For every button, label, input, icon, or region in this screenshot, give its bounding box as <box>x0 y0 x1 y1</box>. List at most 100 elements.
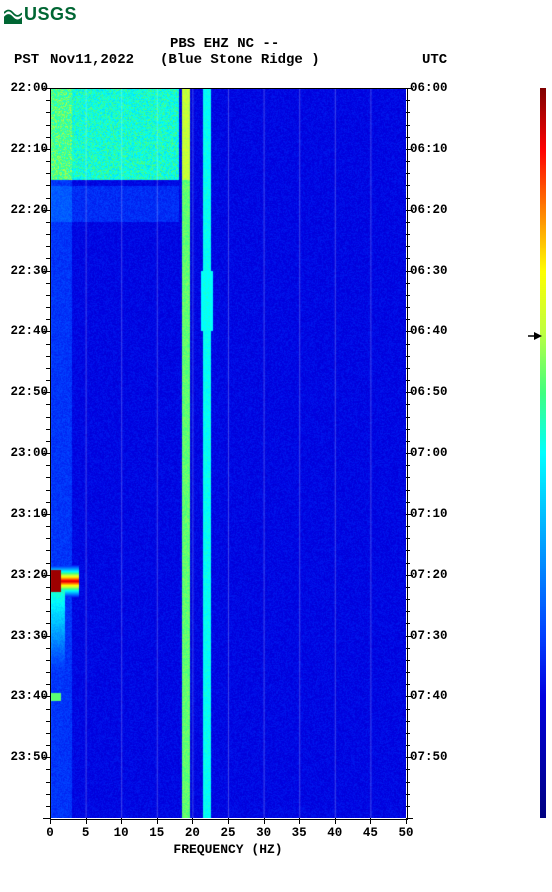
y-tick-mark <box>46 623 50 624</box>
y-tick-left: 22:50 <box>6 385 48 399</box>
y-tick-mark <box>406 514 413 515</box>
y-tick-mark <box>46 465 50 466</box>
y-tick-mark <box>406 672 410 673</box>
y-tick-right: 06:00 <box>410 81 454 95</box>
y-tick-mark <box>406 502 410 503</box>
y-tick-left: 23:00 <box>6 446 48 460</box>
y-tick-right: 06:50 <box>410 385 454 399</box>
y-tick-mark <box>46 295 50 296</box>
x-tick-mark <box>86 818 87 824</box>
y-tick-mark <box>43 514 50 515</box>
y-tick-mark <box>46 234 50 235</box>
y-tick-mark <box>43 210 50 211</box>
pst-label: PST <box>14 52 39 68</box>
x-tick-label: 5 <box>82 826 90 840</box>
y-tick-mark <box>406 185 410 186</box>
y-tick-mark <box>46 185 50 186</box>
wave-icon <box>4 6 22 24</box>
y-tick-mark <box>46 538 50 539</box>
y-tick-mark <box>46 404 50 405</box>
y-tick-mark <box>46 441 50 442</box>
y-tick-mark <box>406 210 413 211</box>
y-tick-mark <box>406 441 410 442</box>
y-tick-mark <box>46 222 50 223</box>
x-tick-label: 25 <box>220 826 235 840</box>
y-tick-mark <box>406 611 410 612</box>
y-tick-mark <box>46 380 50 381</box>
x-tick-label: 50 <box>398 826 413 840</box>
y-tick-mark <box>43 818 50 819</box>
x-tick-mark <box>228 818 229 824</box>
y-tick-mark <box>406 161 410 162</box>
y-tick-mark <box>406 344 410 345</box>
x-tick-label: 45 <box>363 826 378 840</box>
y-tick-mark <box>406 453 413 454</box>
y-tick-mark <box>406 380 410 381</box>
y-tick-mark <box>406 392 413 393</box>
y-tick-right: 06:10 <box>410 142 454 156</box>
y-tick-mark <box>406 538 410 539</box>
y-tick-mark <box>406 319 410 320</box>
y-tick-mark <box>406 684 410 685</box>
y-tick-mark <box>46 587 50 588</box>
y-tick-right: 06:30 <box>410 264 454 278</box>
colorbar-canvas <box>540 88 546 818</box>
y-tick-mark <box>46 344 50 345</box>
y-tick-mark <box>46 100 50 101</box>
y-tick-left: 23:20 <box>6 568 48 582</box>
usgs-logo: USGS <box>4 4 77 25</box>
y-tick-mark <box>406 636 413 637</box>
x-tick-label: 0 <box>46 826 54 840</box>
y-tick-mark <box>406 721 410 722</box>
y-tick-mark <box>46 258 50 259</box>
y-tick-mark <box>406 477 410 478</box>
y-tick-mark <box>46 137 50 138</box>
y-tick-mark <box>406 307 410 308</box>
x-tick-label: 10 <box>114 826 129 840</box>
y-tick-right: 06:40 <box>410 324 454 338</box>
y-tick-mark <box>46 563 50 564</box>
y-tick-left: 23:50 <box>6 750 48 764</box>
y-tick-mark <box>46 782 50 783</box>
y-tick-mark <box>46 356 50 357</box>
y-tick-mark <box>46 745 50 746</box>
y-tick-mark <box>406 125 410 126</box>
y-tick-mark <box>406 757 413 758</box>
date-label: Nov11,2022 <box>50 52 134 68</box>
y-tick-mark <box>406 222 410 223</box>
y-tick-right: 07:40 <box>410 689 454 703</box>
y-tick-mark <box>406 137 410 138</box>
y-tick-mark <box>46 599 50 600</box>
x-tick-label: 20 <box>185 826 200 840</box>
x-tick-label: 30 <box>256 826 271 840</box>
y-tick-mark <box>406 295 410 296</box>
y-tick-mark <box>406 246 410 247</box>
y-tick-left: 22:30 <box>6 264 48 278</box>
spectrogram-plot <box>50 88 406 818</box>
y-tick-mark <box>46 611 50 612</box>
y-tick-mark <box>46 417 50 418</box>
y-tick-mark <box>46 307 50 308</box>
y-tick-mark <box>43 757 50 758</box>
x-tick-mark <box>406 818 407 824</box>
y-tick-mark <box>43 453 50 454</box>
x-tick-mark <box>121 818 122 824</box>
chart-title: PBS EHZ NC -- <box>170 36 279 52</box>
y-tick-mark <box>406 490 410 491</box>
y-tick-mark <box>406 660 410 661</box>
colorbar-marker-icon <box>528 329 542 343</box>
y-tick-mark <box>406 696 413 697</box>
y-tick-mark <box>46 550 50 551</box>
y-tick-left: 22:10 <box>6 142 48 156</box>
y-tick-mark <box>43 331 50 332</box>
y-tick-left: 22:40 <box>6 324 48 338</box>
x-tick-mark <box>370 818 371 824</box>
y-tick-mark <box>406 112 410 113</box>
y-tick-mark <box>406 429 410 430</box>
x-tick-label: 35 <box>292 826 307 840</box>
y-tick-mark <box>46 806 50 807</box>
y-tick-mark <box>406 465 410 466</box>
y-tick-mark <box>406 733 410 734</box>
y-axis-left-labels: 22:0022:1022:2022:3022:4022:5023:0023:10… <box>6 88 48 818</box>
y-tick-left: 23:40 <box>6 689 48 703</box>
